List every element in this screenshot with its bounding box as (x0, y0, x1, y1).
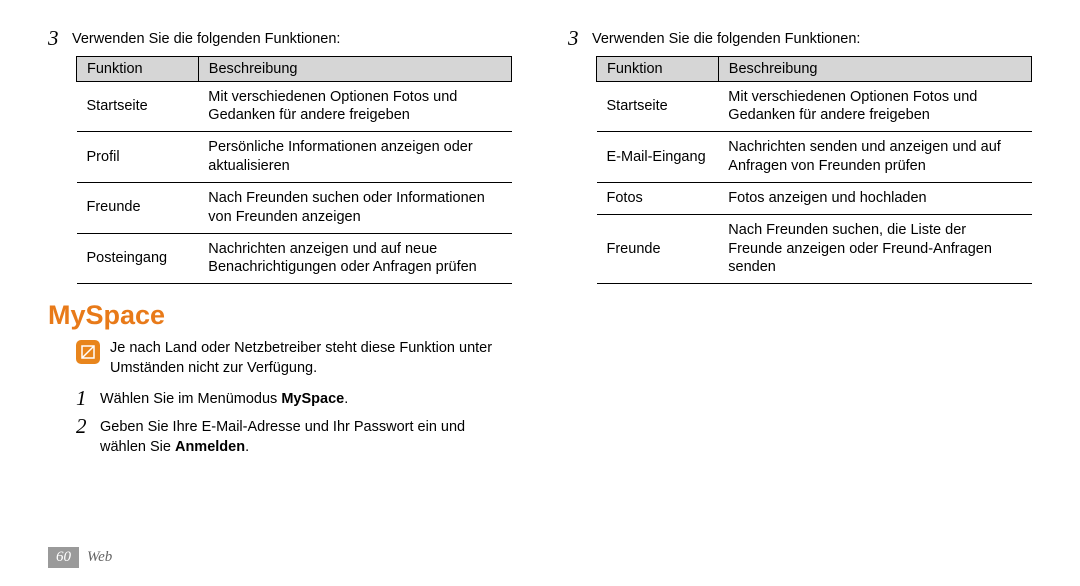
cell-function: Freunde (597, 214, 719, 284)
myspace-heading: MySpace (48, 300, 512, 331)
table-row: Posteingang Nachrichten anzeigen und auf… (77, 233, 512, 284)
cell-function: Profil (77, 132, 199, 183)
table-header-function: Funktion (77, 56, 199, 81)
cell-function: Fotos (597, 182, 719, 214)
right-function-table: Funktion Beschreibung Startseite Mit ver… (596, 56, 1032, 285)
table-row: Startseite Mit verschiedenen Optionen Fo… (597, 81, 1032, 132)
step-text: Geben Sie Ihre E-Mail-Adresse und Ihr Pa… (100, 416, 512, 457)
step-number: 3 (568, 28, 582, 49)
table-header-description: Beschreibung (718, 56, 1031, 81)
step-number: 2 (76, 416, 90, 437)
right-column: 3 Verwenden Sie die folgenden Funktionen… (568, 28, 1032, 463)
step-number: 3 (48, 28, 62, 49)
availability-note: Je nach Land oder Netzbetreiber steht di… (48, 339, 512, 378)
table-row: Profil Persönliche Informationen anzeige… (77, 132, 512, 183)
step-text: Verwenden Sie die folgenden Funktionen: (72, 28, 340, 50)
cell-description: Persönliche Informationen anzeigen oder … (198, 132, 511, 183)
cell-description: Nach Freunden suchen oder Informationen … (198, 182, 511, 233)
table-row: Freunde Nach Freunden suchen oder Inform… (77, 182, 512, 233)
cell-function: Posteingang (77, 233, 199, 284)
cell-description: Mit verschiedenen Optionen Fotos und Ged… (198, 81, 511, 132)
table-row: Freunde Nach Freunden suchen, die Liste … (597, 214, 1032, 284)
cell-function: Startseite (77, 81, 199, 132)
cell-description: Nachrichten anzeigen und auf neue Benach… (198, 233, 511, 284)
cell-description: Nach Freunden suchen, die Liste der Freu… (718, 214, 1031, 284)
cell-function: E-Mail-Eingang (597, 132, 719, 183)
left-column: 3 Verwenden Sie die folgenden Funktionen… (48, 28, 512, 463)
page-footer: 60 Web (48, 547, 112, 568)
right-step-3: 3 Verwenden Sie die folgenden Funktionen… (568, 28, 1032, 50)
left-step-1: 1 Wählen Sie im Menümodus MySpace. (48, 388, 512, 410)
table-row: Startseite Mit verschiedenen Optionen Fo… (77, 81, 512, 132)
cell-function: Startseite (597, 81, 719, 132)
left-step-3: 3 Verwenden Sie die folgenden Funktionen… (48, 28, 512, 50)
page-section-label: Web (87, 549, 112, 566)
table-row: E-Mail-Eingang Nachrichten senden und an… (597, 132, 1032, 183)
step-text: Wählen Sie im Menümodus MySpace. (100, 388, 348, 410)
note-text: Je nach Land oder Netzbetreiber steht di… (110, 339, 512, 378)
cell-description: Mit verschiedenen Optionen Fotos und Ged… (718, 81, 1031, 132)
step-number: 1 (76, 388, 90, 409)
page-number: 60 (48, 547, 79, 568)
left-function-table: Funktion Beschreibung Startseite Mit ver… (76, 56, 512, 285)
table-header-description: Beschreibung (198, 56, 511, 81)
table-row: Fotos Fotos anzeigen und hochladen (597, 182, 1032, 214)
cell-description: Nachrichten senden und anzeigen und auf … (718, 132, 1031, 183)
cell-description: Fotos anzeigen und hochladen (718, 182, 1031, 214)
cell-function: Freunde (77, 182, 199, 233)
left-step-2: 2 Geben Sie Ihre E-Mail-Adresse und Ihr … (48, 416, 512, 457)
table-header-function: Funktion (597, 56, 719, 81)
note-icon (76, 340, 100, 364)
step-text: Verwenden Sie die folgenden Funktionen: (592, 28, 860, 50)
